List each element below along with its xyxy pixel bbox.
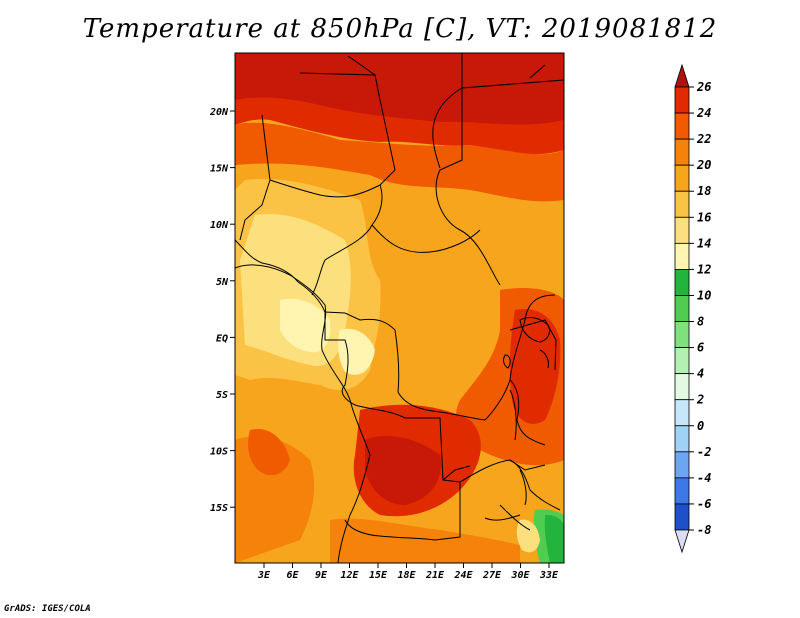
longitude-axis: 3E 6E 9E 12E 15E 18E 21E 24E 27E 30E 33E — [257, 563, 559, 581]
colorbar-segment — [674, 373, 690, 401]
colorbar-segment — [674, 164, 690, 192]
colorbar-label: 22 — [696, 132, 711, 146]
lat-tick-label: 5S — [216, 390, 228, 401]
colorbar-segment — [674, 295, 690, 322]
colorbar-label: 16 — [697, 210, 711, 224]
lat-tick-label: 15S — [210, 503, 228, 514]
lon-tick-label: 18E — [397, 570, 416, 581]
lon-tick-label: 27E — [482, 570, 502, 581]
colorbar-top-arrow — [674, 63, 690, 88]
colorbar-segment — [674, 112, 690, 140]
lon-tick-label: 33E — [539, 570, 559, 581]
colorbar-label: 10 — [697, 288, 711, 302]
colorbar-segment — [674, 321, 690, 348]
credit-text: GrADS: IGES/COLA — [4, 604, 91, 614]
colorbar-label: -8 — [697, 523, 711, 537]
colorbar-label: -6 — [697, 497, 711, 511]
colorbar-segment — [674, 477, 690, 505]
colorbar-label: 20 — [696, 158, 711, 172]
colorbar-segment — [674, 242, 690, 270]
lon-tick-label: 3E — [257, 570, 271, 581]
colorbar-label: 24 — [696, 106, 711, 120]
lat-tick-label: 5N — [216, 277, 229, 288]
colorbar-segment — [674, 216, 690, 244]
colorbar-label: 12 — [697, 262, 711, 276]
colorbar-label: 14 — [697, 236, 711, 250]
colorbar-label: 2 — [696, 393, 704, 407]
lat-tick-label: 15N — [210, 164, 229, 175]
colorbar-segment — [674, 86, 690, 114]
colorbar-label: 0 — [697, 419, 704, 433]
colorbar-segment — [674, 503, 690, 531]
lon-tick-label: 12E — [340, 570, 359, 581]
lon-tick-label: 30E — [510, 570, 530, 581]
colorbar-segment — [674, 347, 690, 375]
colorbar-segment — [674, 190, 690, 218]
colorbar-label: -4 — [697, 471, 711, 485]
colorbar-label: -2 — [697, 445, 711, 459]
lat-tick-label: 20N — [209, 107, 229, 118]
coastline — [235, 264, 551, 563]
temperature-field — [235, 53, 564, 563]
colorbar-bottom-arrow — [674, 529, 690, 554]
colorbar-label: 6 — [697, 341, 704, 355]
colorbar-segment — [674, 138, 690, 166]
lat-tick-label: 10S — [210, 447, 228, 458]
lon-tick-label: 21E — [425, 570, 445, 581]
colorbar-label: 18 — [697, 184, 711, 198]
colorbar-segment — [674, 451, 690, 479]
lon-tick-label: 24E — [453, 570, 473, 581]
colorbar-segment — [674, 269, 690, 296]
colorbar-label: 26 — [696, 80, 711, 94]
plot-frame — [234, 52, 565, 564]
lon-tick-label: 9E — [315, 570, 328, 581]
colorbar-label: 4 — [697, 367, 704, 381]
lat-tick-label: EQ — [216, 333, 228, 344]
latitude-axis: 20N 15N 10N 5N EQ 5S 10S 15S — [209, 107, 235, 514]
map-title: Temperature at 850hPa [C], VT: 201908181… — [82, 14, 718, 44]
lat-tick-label: 10N — [210, 220, 229, 231]
colorbar-segment — [674, 425, 690, 453]
country-borders — [235, 53, 564, 541]
colorbar-segment — [674, 399, 690, 427]
lon-tick-label: 6E — [286, 570, 299, 581]
colorbar-label: 8 — [697, 315, 704, 329]
lon-tick-label: 15E — [369, 570, 388, 581]
